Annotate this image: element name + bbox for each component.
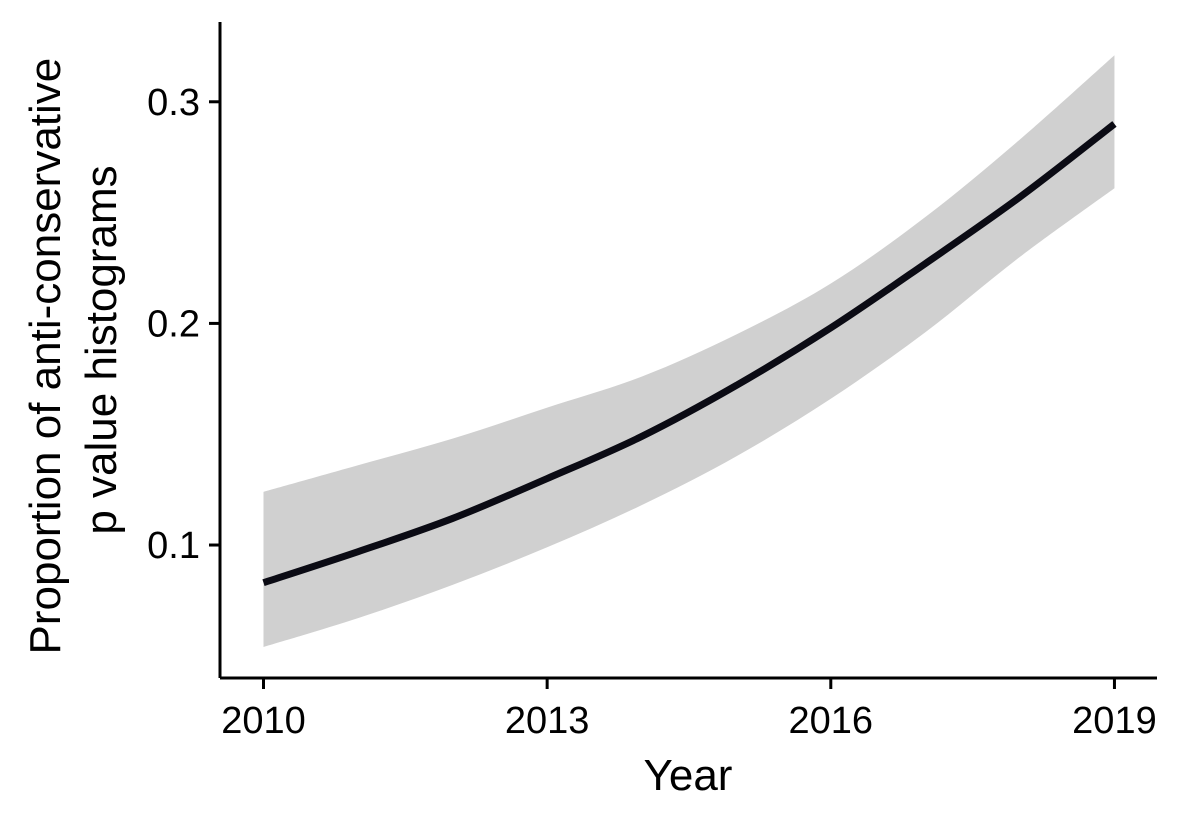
x-tick-label: 2010 [221,700,306,742]
x-tick-label: 2019 [1072,700,1157,742]
y-axis-title-line-2: p value histograms [77,165,126,534]
trend-line-layer [262,121,1117,587]
trend-line [262,121,1117,587]
axes [218,22,1157,680]
y-axis-ticks: 0.1 0.2 0.3 [147,82,220,567]
y-tick-label: 0.1 [147,525,200,567]
y-tick-label: 0.3 [147,82,200,124]
y-tick-label: 0.2 [147,303,200,345]
confidence-band [263,55,1115,647]
x-axis-ticks: 2010 2013 2016 2019 [221,678,1157,742]
y-axis-title: Proportion of anti-conservative p value … [21,46,126,655]
x-axis-title: Year [644,751,733,800]
x-tick-label: 2016 [789,700,874,742]
confidence-band-layer [263,55,1115,647]
x-tick-label: 2013 [505,700,590,742]
y-axis-title-line-1: Proportion of anti-conservative [21,58,70,655]
